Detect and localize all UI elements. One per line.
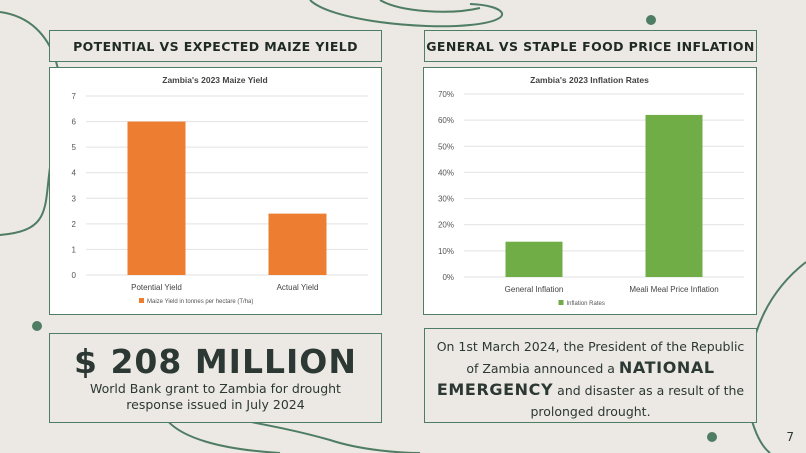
grant-caption: World Bank grant to Zambia for drought r… <box>90 381 341 412</box>
inflation-chart: Zambia's 2023 Inflation Rates 0% 10% 20% 30%… <box>423 67 757 315</box>
maize-bar <box>268 213 327 275</box>
maize-legend-swatch <box>139 298 144 303</box>
inflation-legend-swatch <box>558 300 564 305</box>
maize-legend-label: Maize Yield in tonnes per hectare (T/ha) <box>147 299 253 305</box>
inflation-bar <box>505 241 563 277</box>
emergency-paragraph: On 1st March 2024, the President of the … <box>425 329 756 422</box>
inflation-y-tick-label: 60% <box>438 116 454 125</box>
inflation-y-tick-label: 40% <box>438 168 454 177</box>
emergency-text-after: and disaster as a result of the prolonge… <box>530 383 745 419</box>
grant-stat-box: $ 208 MILLION World Bank grant to Zambia… <box>49 333 382 423</box>
maize-y-tick-label: 7 <box>72 92 77 101</box>
inflation-bar <box>645 114 703 277</box>
inflation-y-tick-label: 20% <box>438 221 454 230</box>
maize-y-tick-label: 2 <box>72 220 77 229</box>
inflation-x-tick-label: Meali Meal Price Inflation <box>629 285 718 294</box>
inflation-chart-svg: Zambia's 2023 Inflation Rates 0% 10% 20% 30%… <box>438 75 744 307</box>
maize-yield-chart-svg: Zambia's 2023 Maize Yield 0 1 2 3 4 5 6 7 Potenti… <box>72 75 368 305</box>
inflation-header: GENERAL VS STAPLE FOOD PRICE INFLATION <box>424 30 757 62</box>
inflation-y-tick-label: 10% <box>438 247 454 256</box>
inflation-y-tick-label: 0% <box>442 273 454 282</box>
inflation-y-tick-label: 50% <box>438 142 454 151</box>
emergency-text-before: On 1st March 2024, the President of the … <box>436 339 745 376</box>
maize-y-tick-label: 0 <box>72 271 77 280</box>
maize-y-tick-label: 4 <box>72 169 77 178</box>
maize-x-tick-label: Potential Yield <box>131 283 182 292</box>
maize-yield-header: POTENTIAL VS EXPECTED MAIZE YIELD <box>49 30 382 62</box>
page-number: 7 <box>786 430 794 444</box>
emergency-emphasis: NATIONAL EMERGENCY <box>436 358 715 399</box>
inflation-y-tick-label: 30% <box>438 195 454 204</box>
maize-y-tick-label: 1 <box>72 245 77 254</box>
grant-amount: $ 208 MILLION <box>74 342 357 381</box>
inflation-chart-title: Zambia's 2023 Inflation Rates <box>530 75 649 85</box>
inflation-header-text: GENERAL VS STAPLE FOOD PRICE INFLATION <box>426 38 755 54</box>
maize-chart-title: Zambia's 2023 Maize Yield <box>162 75 268 85</box>
maize-y-tick-label: 6 <box>72 118 77 127</box>
maize-yield-chart: Zambia's 2023 Maize Yield 0 1 2 3 4 5 6 7 Potenti… <box>49 67 382 315</box>
maize-yield-header-text: POTENTIAL VS EXPECTED MAIZE YIELD <box>73 38 358 54</box>
inflation-legend-label: Inflation Rates <box>567 301 605 307</box>
inflation-y-tick-label: 70% <box>438 90 454 99</box>
maize-y-tick-label: 5 <box>72 143 77 152</box>
maize-x-tick-label: Actual Yield <box>277 283 319 292</box>
maize-y-tick-label: 3 <box>72 194 77 203</box>
emergency-box: On 1st March 2024, the President of the … <box>424 328 757 423</box>
maize-bar <box>127 121 186 275</box>
inflation-x-tick-label: General Inflation <box>505 285 564 294</box>
